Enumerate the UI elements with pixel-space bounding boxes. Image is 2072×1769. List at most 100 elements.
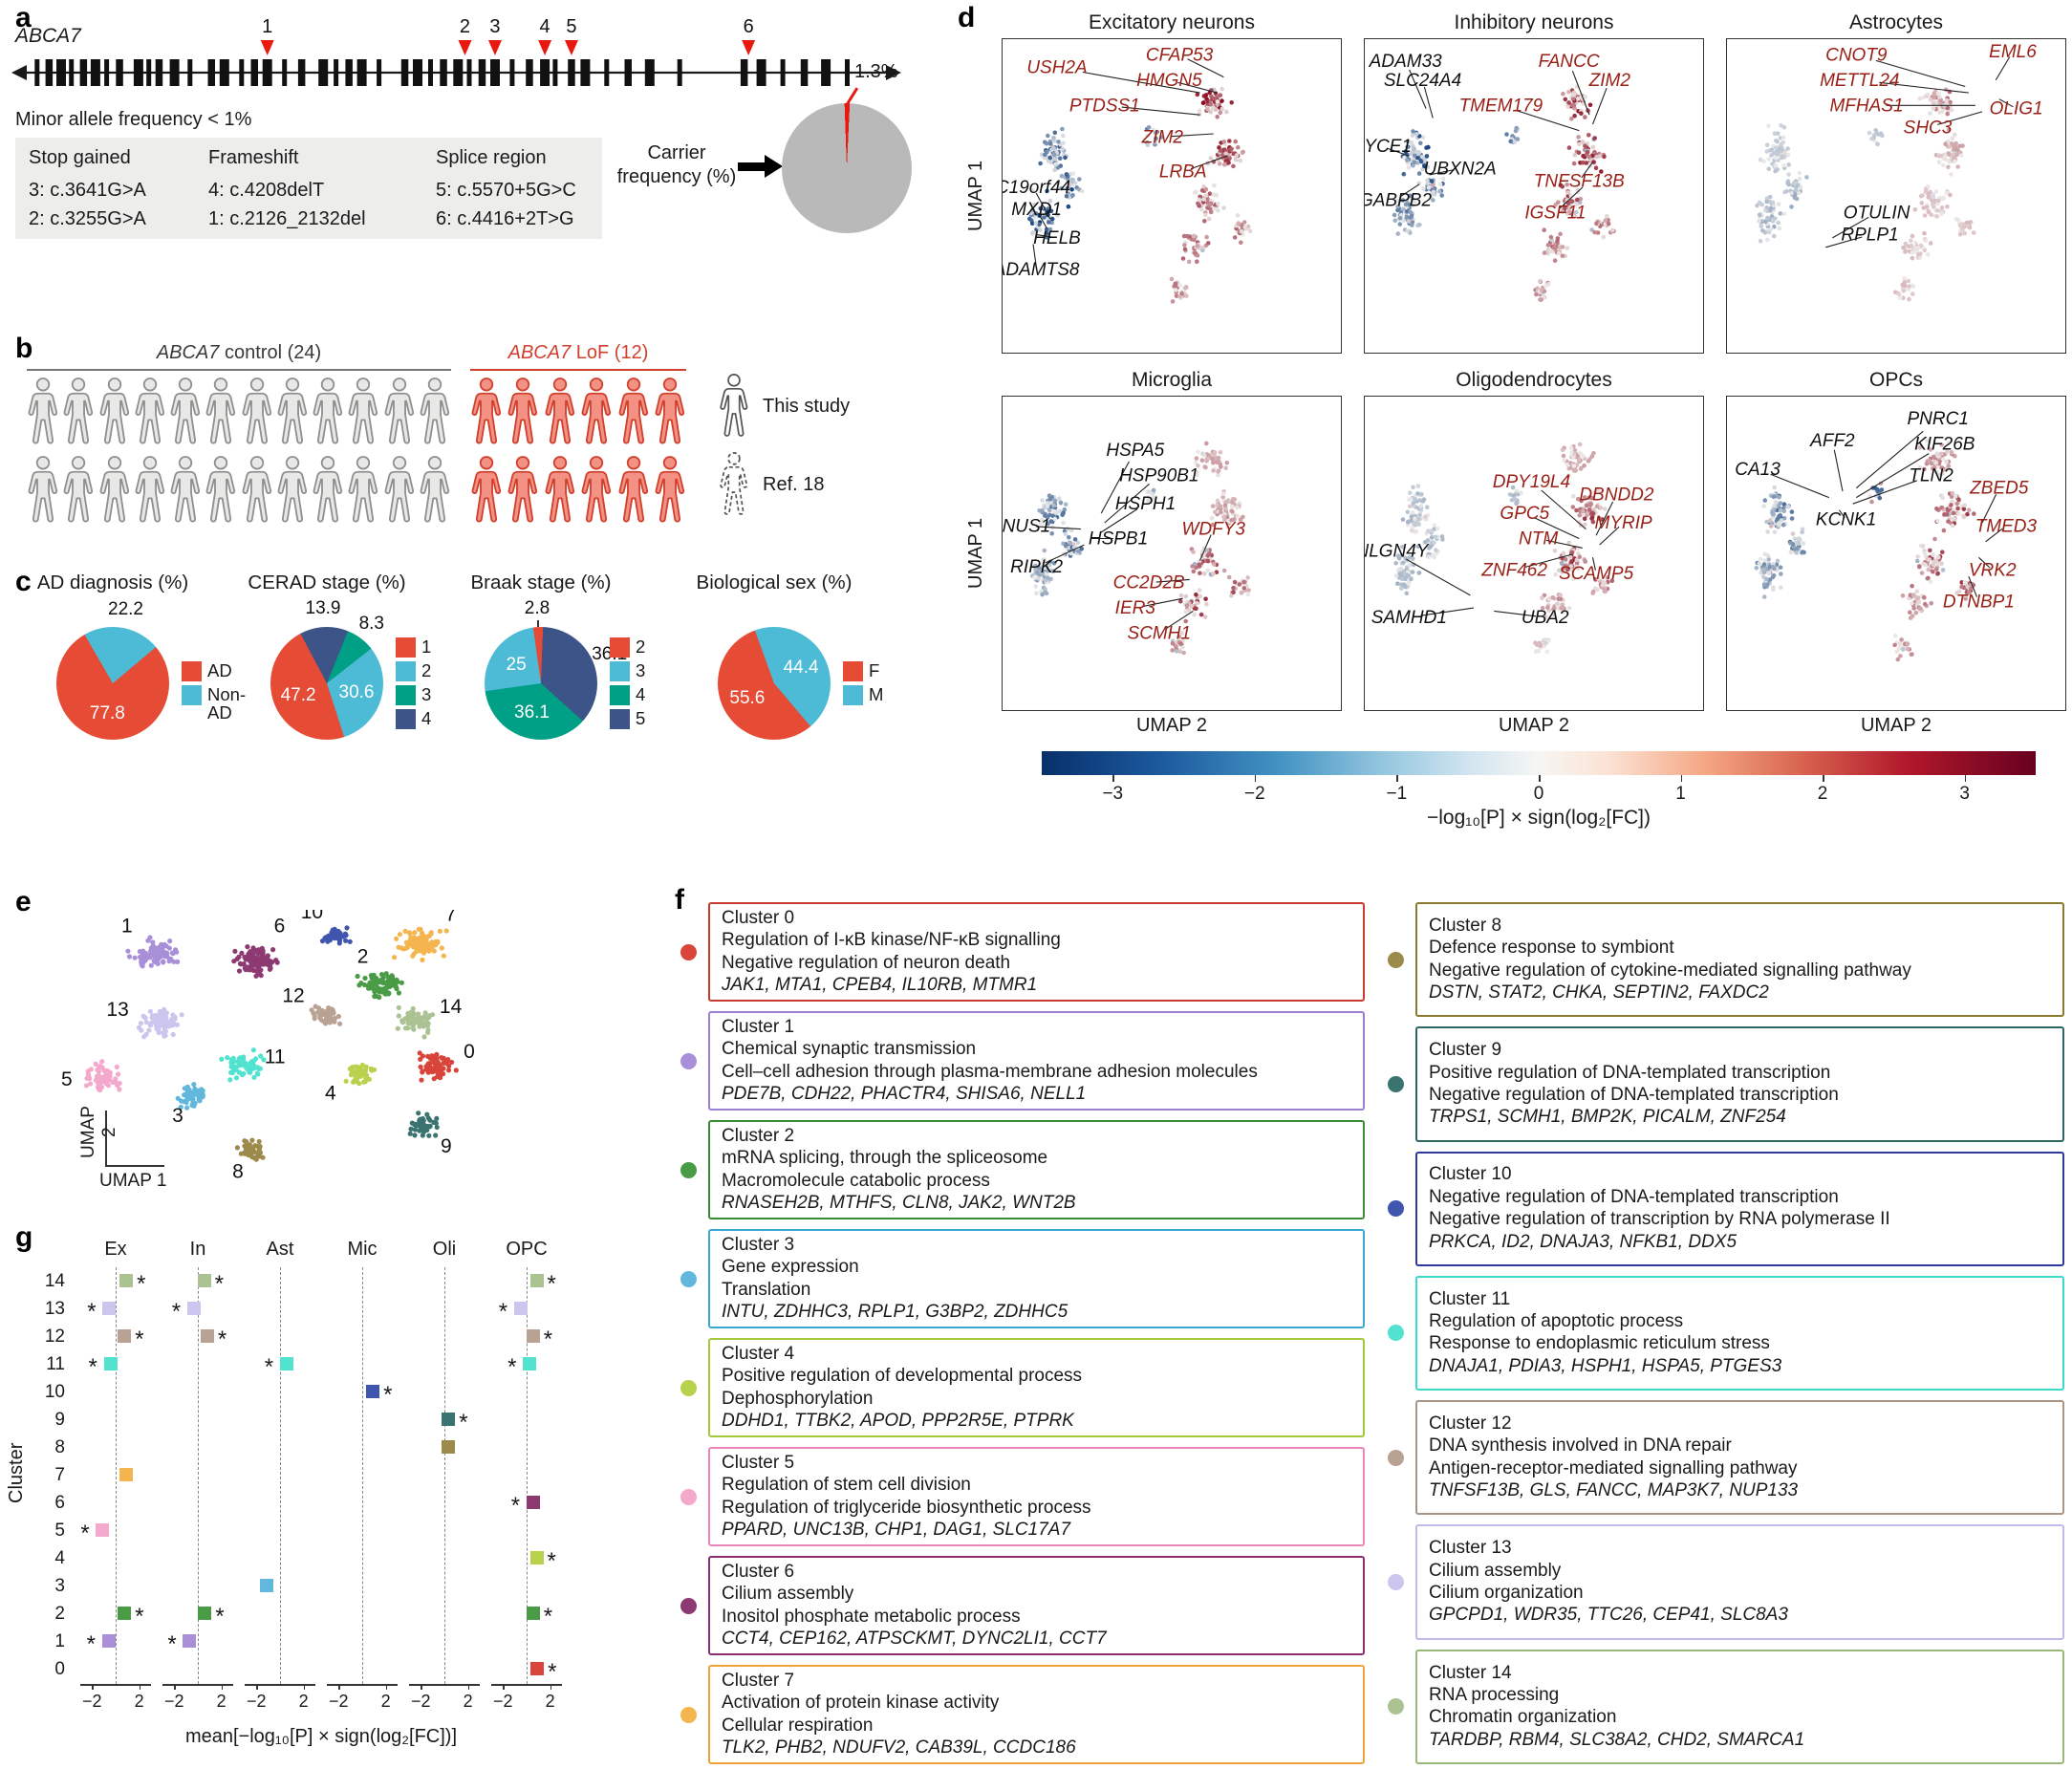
cell-point: [1232, 579, 1238, 585]
cell-point: [1767, 564, 1773, 570]
cell-point: [1779, 572, 1783, 576]
cluster-point: [253, 1154, 259, 1160]
cell-point: [1915, 554, 1920, 559]
cell-point: [1754, 566, 1759, 571]
cell-point: [1586, 459, 1591, 464]
cell-point: [1193, 189, 1198, 195]
gene-label-line: [1104, 483, 1150, 524]
umap-title: Astrocytes: [1848, 11, 1944, 33]
cluster-point: [265, 953, 270, 959]
cell-point: [1038, 227, 1043, 233]
pie-value-label: 44.4: [783, 657, 819, 678]
legend-label: 2: [421, 660, 432, 680]
cluster-entry: Cluster 8 Defence response to symbiont Neg…: [1388, 902, 2064, 1018]
pie-value-label: 22.2: [108, 599, 143, 620]
pie-title: Biological sex (%): [696, 572, 853, 593]
gene-label: LRBA: [1159, 162, 1207, 183]
cell-point: [1434, 548, 1438, 552]
significance-star: *: [498, 1299, 508, 1325]
significance-square: [119, 1274, 134, 1287]
panel-d: d UMAP 1 UMAP 1 UMAP 2 UMAP 2 UMAP 2 −lo…: [946, 0, 2072, 841]
cluster-point: [412, 930, 418, 936]
cluster-term: mRNA splicing, through the spliceosome: [722, 1148, 1048, 1169]
cell-point: [1194, 456, 1199, 461]
cell-point: [1052, 130, 1058, 136]
cell-point: [1247, 228, 1253, 233]
cluster-point: [239, 1072, 246, 1078]
exon-bar: [282, 59, 288, 86]
cluster-point: [254, 1070, 260, 1076]
cluster-number-label: 3: [172, 1105, 183, 1127]
pie-value-label: 77.8: [89, 703, 125, 723]
cluster-number-label: 5: [61, 1068, 73, 1090]
cell-point: [1589, 227, 1594, 232]
person-icon: [655, 456, 685, 523]
cell-point: [1508, 139, 1513, 144]
cell-point: [1419, 492, 1424, 497]
cell-point: [1042, 548, 1047, 553]
cluster-term: Chromatin organization: [1429, 1707, 1617, 1728]
cluster-term: Regulation of triglyceride biosynthetic …: [722, 1497, 1091, 1518]
cell-point: [1415, 516, 1421, 522]
legend-entry: Non-AD: [182, 685, 259, 723]
cell-point: [1571, 161, 1577, 166]
cell-point: [1575, 197, 1580, 203]
umap-e-xlabel: UMAP 1: [99, 1171, 167, 1191]
x-tick: [550, 1684, 552, 1690]
cluster-point: [439, 1066, 444, 1071]
cell-point: [1766, 229, 1772, 235]
person-row: [27, 377, 451, 449]
exon-bar: [334, 59, 339, 86]
cell-point: [1565, 246, 1570, 250]
cell-point: [1909, 652, 1914, 657]
cell-point: [1056, 140, 1061, 144]
cluster-point: [184, 1094, 190, 1100]
cell-point: [1869, 499, 1874, 505]
cell-point: [1571, 213, 1576, 218]
variant-cell: 5: c.5570+5G>C: [436, 180, 576, 201]
cell-point: [1931, 569, 1935, 574]
cell-point: [1933, 460, 1939, 465]
cell-point: [1197, 108, 1202, 114]
cluster-point: [363, 1064, 369, 1069]
cluster-point: [425, 1115, 431, 1121]
cluster-point: [415, 1015, 421, 1021]
cell-point: [1555, 238, 1560, 244]
cell-point: [1767, 208, 1773, 213]
cell-point: [1040, 592, 1045, 597]
cluster-box: Cluster 0 Regulation of I-κB kinase/NF-κB…: [708, 902, 1365, 1002]
cell-point: [1229, 146, 1234, 152]
cell-point: [1204, 601, 1209, 607]
cell-point: [1405, 144, 1410, 150]
legend-entry: M: [843, 685, 920, 705]
panel-g: g Cluster mean[−log₁₀[P] × sign(log₂[FC]…: [0, 1221, 659, 1769]
cell-point: [1606, 221, 1611, 227]
cell-point: [1762, 551, 1767, 557]
cell-point: [1033, 221, 1039, 226]
x-tick: [221, 1684, 224, 1690]
cell-point: [1079, 547, 1084, 551]
exon-bar: [219, 59, 229, 86]
gene-label: HSPB1: [1089, 529, 1148, 550]
cluster-dot: [1388, 1075, 1404, 1092]
cell-point: [1051, 136, 1056, 140]
cell-point: [1948, 99, 1953, 105]
cell-point: [1050, 513, 1056, 519]
cell-point: [1954, 501, 1960, 507]
cohort-label: ABCA7 control (24): [27, 342, 451, 364]
cell-point: [1939, 561, 1944, 566]
cluster-term: Defence response to symbiont: [1429, 938, 1674, 959]
cell-point: [1910, 600, 1914, 606]
cell-point: [1574, 557, 1580, 563]
cell-point: [1052, 167, 1057, 173]
cell-point: [1560, 253, 1565, 258]
gene-label-line: [1171, 133, 1214, 138]
cluster-point: [400, 946, 406, 952]
gene-label-line: [1405, 558, 1471, 596]
cell-point: [1229, 517, 1235, 523]
umap-e-y-axis-line: [105, 1111, 107, 1166]
gene-label: SLC24A4: [1384, 71, 1461, 91]
legend-person-icon: [720, 374, 748, 437]
gene-label: GPC5: [1500, 504, 1549, 524]
cell-point: [1029, 221, 1035, 226]
